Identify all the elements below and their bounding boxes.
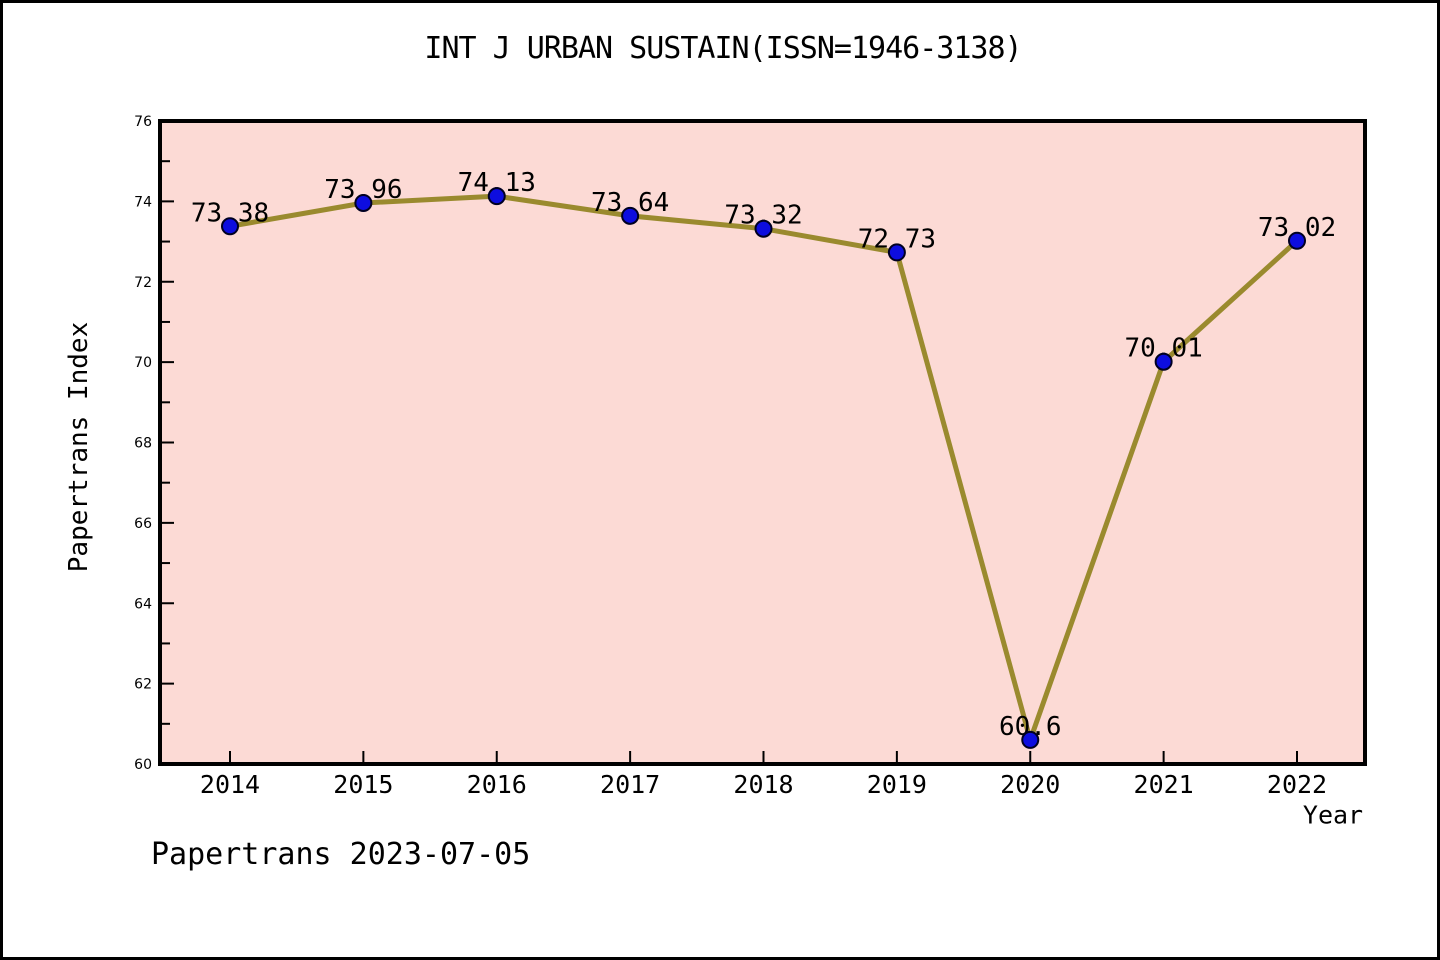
data-point-2020 xyxy=(1021,730,1040,749)
x-tick-label: 2017 xyxy=(600,770,660,799)
y-tick-label: 66 xyxy=(134,516,152,532)
data-point-2017 xyxy=(621,206,640,225)
y-tick-label: 68 xyxy=(134,436,152,452)
data-point-2021 xyxy=(1154,352,1173,371)
x-tick-label: 2020 xyxy=(1000,770,1060,799)
data-point-2019 xyxy=(887,243,906,262)
y-tick-label: 62 xyxy=(134,677,152,693)
x-tick-label: 2016 xyxy=(467,770,527,799)
x-tick-label: 2018 xyxy=(733,770,793,799)
x-tick-label: 2019 xyxy=(867,770,927,799)
line-chart-plot-area: 60 62 64 66 68 70 72 74 76 2014 2015 2016 2017 2018 20… xyxy=(134,114,1367,799)
data-point-2014 xyxy=(221,217,239,236)
data-point-2022 xyxy=(1288,231,1306,250)
x-tick-label: 2021 xyxy=(1134,770,1194,799)
x-tick-label: 2015 xyxy=(333,770,393,799)
y-tick-label: 64 xyxy=(134,596,152,612)
data-point-2015 xyxy=(354,193,373,212)
y-tick-label: 76 xyxy=(134,114,152,130)
data-point-2018 xyxy=(754,219,773,238)
x-axis-label: Year xyxy=(1302,800,1364,830)
data-point-2016 xyxy=(487,187,506,206)
y-tick-label: 70 xyxy=(134,355,152,371)
chart-title: INT J URBAN SUSTAIN(ISSN=1946-3138) xyxy=(424,31,1022,66)
x-tick-label: 2022 xyxy=(1267,770,1327,799)
y-tick-label: 60 xyxy=(134,757,152,773)
y-tick-label: 72 xyxy=(134,275,152,291)
x-tick-label: 2014 xyxy=(200,770,260,799)
watermark-date-text: Papertrans 2023-07-05 xyxy=(151,837,531,872)
y-tick-label: 74 xyxy=(134,194,152,210)
